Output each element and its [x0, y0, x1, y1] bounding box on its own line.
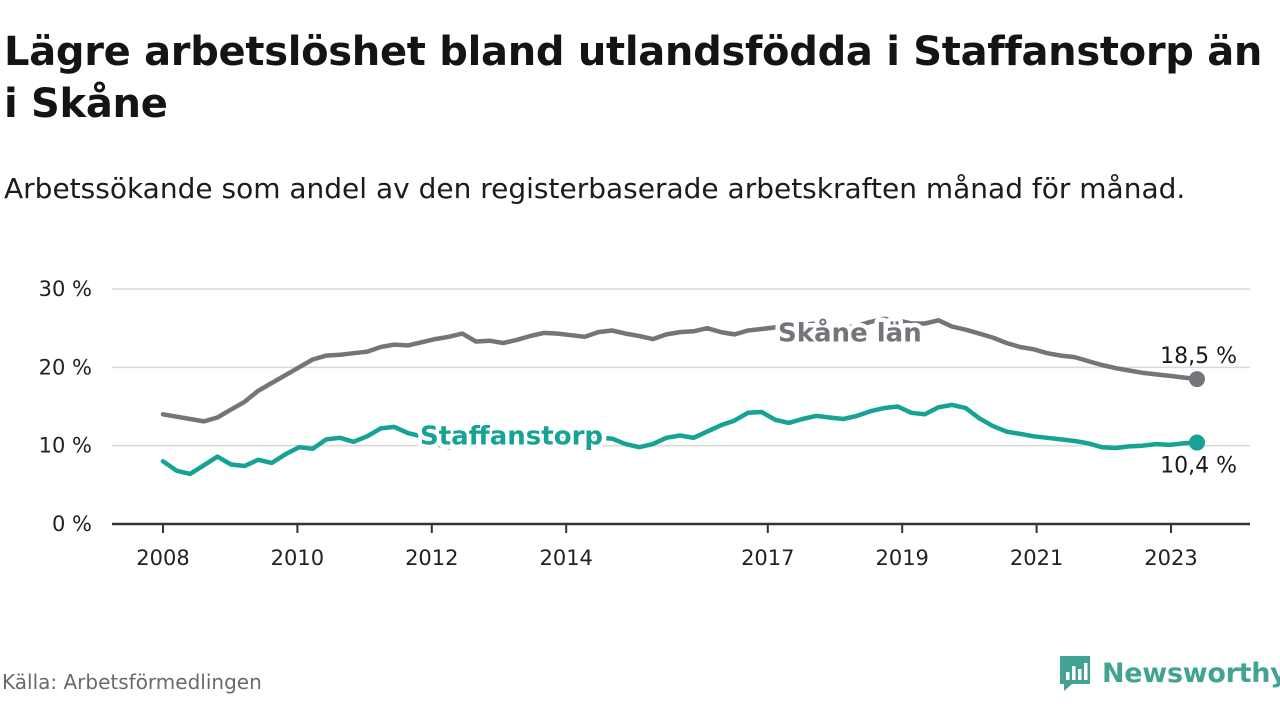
line-chart: 0 % 10 % 20 % 30 % 2008 2010 2012 2014 2017 2019…	[39, 277, 1250, 570]
series-name-label: Skåne län	[778, 317, 922, 349]
x-tick-label: 2017	[741, 546, 794, 570]
source-note: Källa: Arbetsförmedlingen	[2, 670, 262, 694]
series-line-skane	[160, 316, 1200, 424]
series-end-dot	[1189, 371, 1205, 388]
chart-subtitle: Arbetssökande som andel av den registerb…	[4, 172, 1186, 205]
end-value-label: 18,5 %	[1160, 344, 1237, 369]
series-name-label: Staffanstorp	[420, 421, 603, 451]
end-value-label: 10,4 %	[1160, 454, 1237, 479]
brand-logo[interactable]: Newsworthy	[1058, 654, 1280, 692]
x-tick-label: 2014	[539, 546, 592, 570]
x-tick-label: 2010	[271, 546, 324, 570]
series-end-dot	[1189, 434, 1205, 451]
x-tick-label: 2023	[1144, 546, 1197, 570]
x-tick-label: 2021	[1010, 546, 1063, 570]
chart-title: Lägre arbetslöshet bland utlandsfödda i …	[4, 29, 1263, 127]
series-line-staffanstorp	[160, 402, 1200, 477]
y-tick-label: 30 %	[39, 277, 92, 301]
x-tick-label: 2012	[405, 546, 458, 570]
y-tick-label: 20 %	[39, 355, 92, 379]
x-tick-label: 2019	[875, 546, 928, 570]
x-tick-label: 2008	[136, 546, 189, 570]
brand-name: Newsworthy	[1102, 657, 1280, 689]
newsworthy-logo-icon	[1060, 656, 1090, 691]
y-tick-label: 10 %	[39, 434, 92, 458]
y-tick-label: 0 %	[52, 512, 92, 536]
